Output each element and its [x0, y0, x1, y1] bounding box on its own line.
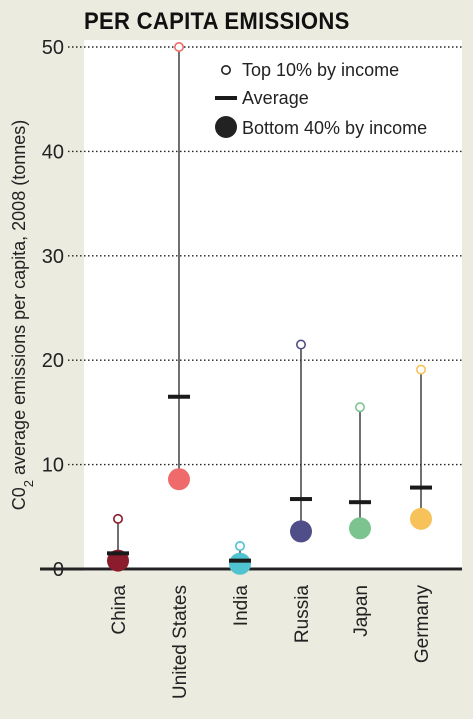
legend-bottom-icon — [215, 116, 237, 138]
y-tick-label: 10 — [42, 455, 64, 477]
top-10-dot — [174, 41, 185, 52]
top-10-dot — [415, 364, 426, 375]
y-axis-label: C02 average emissions per capita, 2008 (… — [9, 120, 36, 510]
category-label: Russia — [292, 585, 313, 644]
bottom-40-dot — [349, 517, 371, 540]
y-tick-label: 0 — [53, 559, 64, 581]
bottom-40-dot — [410, 507, 432, 530]
y-tick-label: 20 — [42, 350, 64, 372]
chart-title: PER CAPITA EMISSIONS — [84, 8, 350, 35]
average-bar — [410, 485, 432, 490]
legend: Top 10% by income Average Bottom 40% by in… — [215, 60, 427, 138]
legend-top-icon — [221, 65, 232, 76]
average-bar — [168, 394, 190, 399]
bottom-40-dot — [229, 552, 251, 575]
top-10-dot — [113, 513, 124, 524]
y-axis-label-prefix: C0 — [9, 487, 29, 510]
category-label: United States — [170, 585, 191, 699]
category-labels: China United States India Russia Japan German… — [109, 585, 433, 700]
average-bar — [229, 558, 251, 563]
category-label: India — [231, 585, 252, 627]
top-10-dot — [235, 541, 246, 552]
y-tick-label: 30 — [42, 246, 64, 268]
average-bar — [349, 500, 371, 505]
bottom-40-dot — [290, 520, 312, 543]
average-bar — [107, 551, 129, 556]
top-10-dot — [354, 402, 365, 413]
category-label: China — [109, 585, 130, 635]
legend-top-label: Top 10% by income — [242, 60, 399, 80]
y-tick-labels: 0 10 20 30 40 50 — [42, 37, 64, 581]
y-tick-label: 40 — [42, 141, 64, 163]
category-label: Japan — [351, 585, 372, 637]
legend-bottom-label: Bottom 40% by income — [242, 118, 427, 138]
data-marks — [107, 41, 432, 575]
top-10-dot — [295, 339, 306, 350]
average-bar — [290, 497, 312, 502]
y-axis-label-rest: average emissions per capita, 2008 (tonn… — [9, 120, 29, 480]
plot-background — [84, 40, 462, 571]
bottom-40-dot — [168, 468, 190, 491]
category-label: Germany — [412, 585, 433, 664]
legend-average-label: Average — [242, 88, 309, 108]
y-tick-label: 50 — [42, 37, 64, 59]
legend-average-icon — [215, 96, 237, 100]
gridlines — [40, 46, 462, 571]
plot-area — [84, 40, 462, 571]
y-axis-label-subscript: 2 — [21, 480, 36, 487]
